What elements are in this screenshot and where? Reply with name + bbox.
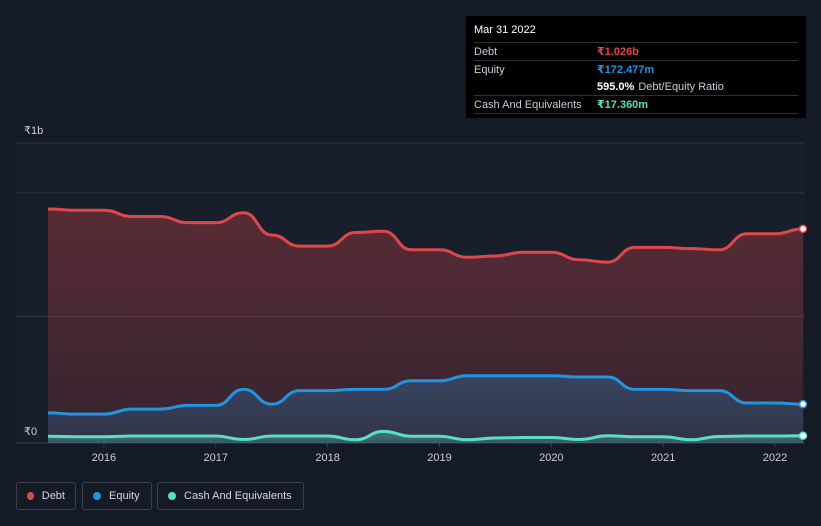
tooltip-equity-value: ₹172.477m xyxy=(597,64,655,76)
x-tick-label: 2019 xyxy=(427,452,451,464)
legend-item-cash[interactable]: Cash And Equivalents xyxy=(157,482,304,510)
y-axis-ticks: ₹1b ₹0 xyxy=(24,125,43,438)
cash-line xyxy=(47,429,804,442)
x-tick-label: 2020 xyxy=(539,452,563,464)
debt-legend-dot-icon xyxy=(27,492,34,500)
debt-line xyxy=(47,207,804,264)
tooltip-cash-value: ₹17.360m xyxy=(597,99,649,111)
legend-debt-label: Debt xyxy=(41,490,65,502)
tooltip-debt-label: Debt xyxy=(474,45,498,58)
y-tick-label: ₹1b xyxy=(24,125,43,137)
tooltip-row-cash: Cash And Equivalents ₹17.360m xyxy=(474,95,798,114)
series-end-markers xyxy=(798,224,808,441)
tooltip-date: Mar 31 2022 xyxy=(474,24,536,36)
series-areas xyxy=(48,209,803,443)
cash-legend-dot-icon xyxy=(168,492,176,500)
tooltip-debt-value: ₹1.026b xyxy=(597,46,639,58)
tooltip-row-debt: Debt ₹1.026b xyxy=(474,42,798,60)
tooltip-row-ratio: 595.0% Debt/Equity Ratio xyxy=(474,78,798,95)
equity-end-marker xyxy=(798,399,808,409)
tooltip-ratio-label: Debt/Equity Ratio xyxy=(638,80,724,93)
legend-cash-label: Cash And Equivalents xyxy=(184,490,292,502)
tooltip-cash-label: Cash And Equivalents xyxy=(474,98,582,111)
x-tick-label: 2021 xyxy=(651,452,675,464)
data-tooltip: Mar 31 2022 Debt ₹1.026b Equity ₹172.477… xyxy=(466,16,806,118)
equity-legend-dot-icon xyxy=(93,492,101,500)
x-tick-label: 2018 xyxy=(315,452,339,464)
x-tick-label: 2022 xyxy=(763,452,787,464)
tooltip-equity-label: Equity xyxy=(474,63,505,76)
x-tick-label: 2017 xyxy=(204,452,228,464)
x-tick-label: 2016 xyxy=(92,452,116,464)
legend-item-equity[interactable]: Equity xyxy=(82,482,152,510)
series-lines xyxy=(47,207,804,442)
tooltip-row-equity: Equity ₹172.477m xyxy=(474,60,798,78)
legend-equity-label: Equity xyxy=(109,490,140,502)
x-axis-ticks: 2016 2017 2018 2019 2020 2021 2022 xyxy=(92,443,787,464)
y-tick-label: ₹0 xyxy=(24,426,37,438)
tooltip-ratio-value: 595.0% xyxy=(597,80,635,93)
legend-item-debt[interactable]: Debt xyxy=(16,482,76,510)
debt-end-marker xyxy=(798,224,808,234)
cash-end-marker xyxy=(798,431,808,441)
equity-line xyxy=(47,374,804,416)
